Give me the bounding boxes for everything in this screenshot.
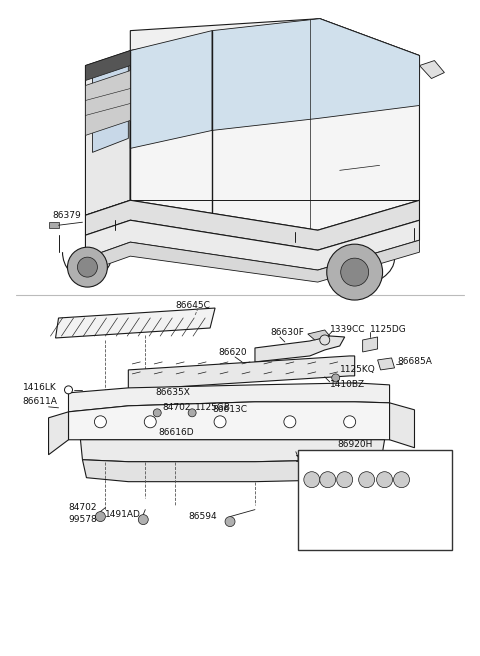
Polygon shape bbox=[255, 336, 345, 362]
Text: 1125KQ: 1125KQ bbox=[340, 365, 375, 375]
Text: 86379: 86379 bbox=[52, 211, 81, 220]
Text: 86594: 86594 bbox=[188, 512, 217, 521]
Polygon shape bbox=[128, 356, 355, 390]
Polygon shape bbox=[130, 388, 152, 417]
Polygon shape bbox=[69, 383, 390, 412]
Circle shape bbox=[336, 472, 353, 487]
Circle shape bbox=[304, 472, 320, 487]
Circle shape bbox=[320, 472, 336, 487]
Circle shape bbox=[68, 247, 108, 287]
Bar bbox=[298, 450, 452, 550]
Circle shape bbox=[394, 472, 409, 487]
Text: 86635X: 86635X bbox=[155, 388, 190, 398]
Circle shape bbox=[327, 244, 383, 300]
Polygon shape bbox=[93, 62, 128, 152]
Text: 1244BF: 1244BF bbox=[295, 455, 329, 464]
Polygon shape bbox=[212, 18, 420, 131]
Polygon shape bbox=[390, 403, 415, 448]
Circle shape bbox=[153, 409, 161, 417]
Polygon shape bbox=[83, 458, 382, 482]
Polygon shape bbox=[85, 220, 420, 270]
Circle shape bbox=[332, 374, 340, 382]
Circle shape bbox=[225, 516, 235, 527]
Text: 1125DG: 1125DG bbox=[370, 325, 407, 335]
Circle shape bbox=[77, 257, 97, 277]
Polygon shape bbox=[160, 412, 192, 430]
Text: 86613C: 86613C bbox=[212, 405, 247, 415]
Bar bbox=[48, 222, 59, 228]
Polygon shape bbox=[81, 440, 384, 462]
Text: 86616D: 86616D bbox=[158, 428, 194, 438]
Polygon shape bbox=[85, 51, 130, 215]
Polygon shape bbox=[363, 337, 378, 352]
Text: 1410BZ: 1410BZ bbox=[330, 380, 365, 390]
Circle shape bbox=[96, 512, 106, 522]
Text: 1249JA: 1249JA bbox=[302, 457, 331, 466]
Text: 84702: 84702 bbox=[162, 403, 191, 413]
Polygon shape bbox=[85, 51, 130, 81]
Text: 1416LK: 1416LK bbox=[23, 383, 56, 392]
Polygon shape bbox=[85, 240, 420, 282]
Polygon shape bbox=[130, 18, 420, 75]
Text: 84702: 84702 bbox=[69, 503, 97, 512]
Circle shape bbox=[64, 386, 72, 394]
Text: 86685A: 86685A bbox=[397, 358, 432, 367]
Text: 86620: 86620 bbox=[218, 348, 247, 358]
Polygon shape bbox=[56, 308, 215, 338]
Text: 1339CC: 1339CC bbox=[330, 325, 365, 335]
Polygon shape bbox=[85, 200, 420, 250]
Circle shape bbox=[344, 416, 356, 428]
Text: 1491AD: 1491AD bbox=[106, 510, 141, 519]
Text: 86645C: 86645C bbox=[175, 300, 210, 310]
Circle shape bbox=[320, 335, 330, 345]
Circle shape bbox=[377, 472, 393, 487]
Circle shape bbox=[144, 416, 156, 428]
Polygon shape bbox=[48, 412, 69, 455]
Text: 86593F: 86593F bbox=[360, 512, 391, 521]
Circle shape bbox=[341, 258, 369, 286]
Text: 86593F: 86593F bbox=[360, 457, 391, 466]
Polygon shape bbox=[130, 31, 212, 148]
Text: 86611A: 86611A bbox=[23, 398, 58, 406]
Text: 99578: 99578 bbox=[69, 515, 97, 524]
Text: 1249JA: 1249JA bbox=[302, 505, 331, 514]
Circle shape bbox=[284, 416, 296, 428]
Polygon shape bbox=[195, 415, 230, 433]
Text: 86920H: 86920H bbox=[338, 440, 373, 449]
Polygon shape bbox=[308, 330, 330, 340]
Circle shape bbox=[138, 514, 148, 525]
Text: 1125GB: 1125GB bbox=[195, 403, 231, 413]
Circle shape bbox=[188, 409, 196, 417]
Text: 86630F: 86630F bbox=[270, 329, 304, 337]
Circle shape bbox=[214, 416, 226, 428]
Polygon shape bbox=[378, 358, 395, 370]
Polygon shape bbox=[130, 18, 420, 230]
Polygon shape bbox=[85, 71, 130, 135]
Polygon shape bbox=[420, 60, 444, 79]
Circle shape bbox=[95, 416, 107, 428]
Circle shape bbox=[359, 472, 374, 487]
Polygon shape bbox=[69, 402, 390, 440]
